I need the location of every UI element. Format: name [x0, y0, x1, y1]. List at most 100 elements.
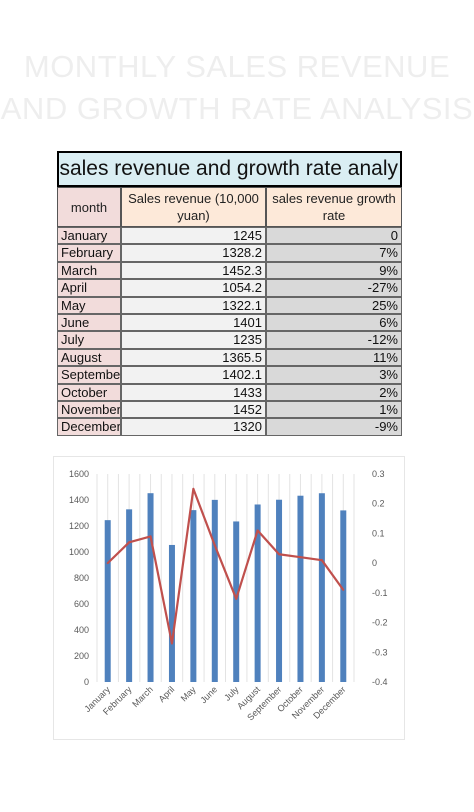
rate-cell: -27% — [266, 279, 402, 297]
bar — [340, 510, 347, 682]
bar — [168, 544, 175, 682]
growth-rate-point — [256, 529, 259, 532]
bar — [318, 493, 325, 682]
revenue-cell: 1245 — [121, 227, 266, 245]
table-row: July 1235 -12% — [57, 331, 402, 349]
left-axis-tick-label: 1200 — [69, 521, 89, 531]
revenue-cell: 1365.5 — [121, 348, 266, 367]
chart-area: 0 200 400 600 800 1000 1200 1400 1600 -0.4 -0.3 -0.… — [53, 456, 405, 740]
bar — [233, 521, 240, 682]
bar — [104, 520, 111, 682]
rate-cell: 1% — [266, 401, 402, 419]
rate-cell: 2% — [266, 383, 402, 401]
page-title: MONTHLY SALES REVENUE AND GROWTH RATE AN… — [0, 46, 474, 130]
header-revenue: Sales revenue (10,000 yuan) — [121, 187, 266, 227]
table-title: nthly sales revenue and growth rate anal… — [59, 157, 398, 180]
revenue-cell: 1235 — [121, 331, 266, 349]
growth-rate-point — [342, 588, 345, 591]
month-cell: April — [57, 279, 121, 297]
month-cell: September — [57, 366, 121, 384]
left-axis-tick-label: 200 — [74, 651, 89, 661]
rate-cell: 6% — [266, 314, 402, 332]
data-table: nthly sales revenue and growth rate anal… — [57, 148, 402, 440]
rate-cell: 11% — [266, 348, 402, 367]
left-axis-tick-label: 1600 — [69, 469, 89, 479]
rate-cell: 3% — [266, 366, 402, 384]
table-row: October 1433 2% — [57, 383, 402, 401]
bar — [190, 510, 197, 682]
bar — [276, 499, 283, 682]
left-axis-tick-label: 400 — [74, 625, 89, 635]
left-axis-tick-label: 800 — [74, 573, 89, 583]
right-axis-tick-label: 0.1 — [372, 528, 385, 538]
header-month: month — [57, 187, 121, 227]
revenue-cell: 1452.3 — [121, 261, 266, 280]
bar — [297, 495, 304, 682]
right-axis-tick-label: -0.3 — [372, 647, 388, 657]
month-cell: May — [57, 296, 121, 314]
growth-rate-point — [320, 559, 323, 562]
growth-rate-line — [106, 487, 345, 645]
month-cell: February — [57, 244, 121, 262]
month-cell: June — [57, 314, 121, 332]
table-row: January 1245 0 — [57, 227, 402, 245]
growth-rate-point — [299, 556, 302, 559]
table-row: November 1452 1% — [57, 401, 402, 419]
right-axis-tick-label: -0.1 — [372, 588, 388, 598]
rate-cell: -12% — [266, 331, 402, 349]
x-axis-category-label: March — [130, 684, 155, 709]
table-row: June 1401 6% — [57, 314, 402, 332]
page-title-line-2: AND GROWTH RATE ANALYSIS — [0, 91, 474, 126]
rate-cell: 0 — [266, 227, 402, 245]
revenue-cell: 1401 — [121, 314, 266, 332]
rate-cell: 7% — [266, 244, 402, 262]
bar — [147, 493, 154, 682]
bar — [126, 509, 133, 682]
x-axis-category-label: June — [198, 684, 219, 705]
growth-rate-point — [149, 535, 152, 538]
left-axis-tick-label: 600 — [74, 599, 89, 609]
left-axis-tick-label: 1400 — [69, 495, 89, 505]
right-axis-tick-label: -0.4 — [372, 677, 388, 687]
revenue-cell: 1328.2 — [121, 244, 266, 262]
x-axis-category-label: April — [157, 684, 177, 704]
month-cell: November — [57, 401, 121, 419]
growth-rate-point — [278, 553, 281, 556]
page-title-line-1: MONTHLY SALES REVENUE — [23, 49, 451, 84]
growth-rate-point — [128, 541, 131, 544]
table-row: March 1452.3 9% — [57, 261, 402, 280]
month-cell: August — [57, 348, 121, 367]
growth-rate-point — [170, 642, 173, 645]
revenue-cell: 1054.2 — [121, 279, 266, 297]
revenue-cell: 1320 — [121, 418, 266, 436]
month-cell: March — [57, 261, 121, 280]
table-row: February 1328.2 7% — [57, 244, 402, 262]
table-row: September 1402.1 3% — [57, 366, 402, 384]
month-cell: January — [57, 227, 121, 245]
growth-rate-point — [213, 544, 216, 547]
x-axis-category-label: May — [179, 684, 198, 703]
revenue-cell: 1452 — [121, 401, 266, 419]
growth-rate-point — [235, 597, 238, 600]
revenue-cell: 1433 — [121, 383, 266, 401]
table-title-bar: nthly sales revenue and growth rate anal… — [57, 151, 402, 187]
left-axis-tick-label: 1000 — [69, 547, 89, 557]
header-rate: sales revenue growth rate — [266, 187, 402, 227]
rate-cell: 25% — [266, 296, 402, 314]
left-axis-tick-label: 0 — [84, 677, 89, 687]
table-row: December 1320 -9% — [57, 418, 402, 436]
right-axis-tick-label: -0.2 — [372, 618, 388, 628]
right-axis-tick-label: 0.3 — [372, 469, 385, 479]
table-row: May 1322.1 25% — [57, 296, 402, 314]
table-row: August 1365.5 11% — [57, 348, 402, 367]
revenue-cell: 1322.1 — [121, 296, 266, 314]
table-row: April 1054.2 -27% — [57, 279, 402, 297]
month-cell: December — [57, 418, 121, 436]
growth-rate-point — [106, 562, 109, 565]
revenue-cell: 1402.1 — [121, 366, 266, 384]
bar — [211, 499, 218, 682]
rate-cell: -9% — [266, 418, 402, 436]
rate-cell: 9% — [266, 261, 402, 280]
bar — [254, 504, 261, 682]
combo-chart: 0 200 400 600 800 1000 1200 1400 1600 -0.4 -0.3 -0.… — [69, 469, 388, 723]
